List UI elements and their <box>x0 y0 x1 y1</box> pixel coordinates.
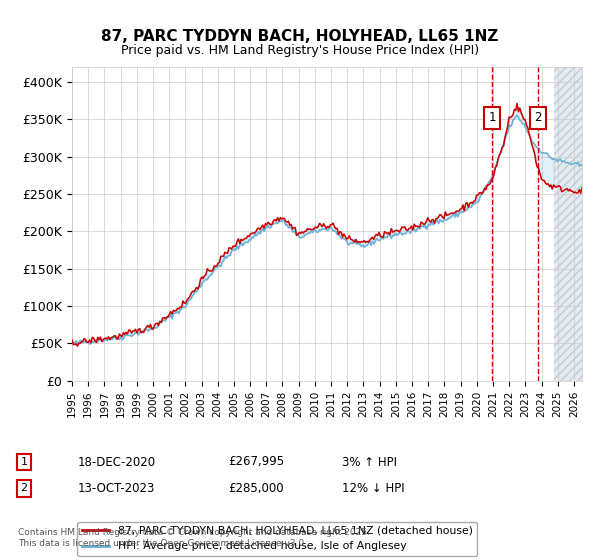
Legend: 87, PARC TYDDYN BACH, HOLYHEAD, LL65 1NZ (detached house), HPI: Average price, d: 87, PARC TYDDYN BACH, HOLYHEAD, LL65 1NZ… <box>77 521 477 556</box>
Bar <box>554 67 582 381</box>
Text: Contains HM Land Registry data © Crown copyright and database right 2025.
This d: Contains HM Land Registry data © Crown c… <box>18 528 370 548</box>
Text: 2: 2 <box>20 483 28 493</box>
Text: 18-DEC-2020: 18-DEC-2020 <box>78 455 156 469</box>
Text: 1: 1 <box>488 111 496 124</box>
Text: £285,000: £285,000 <box>228 482 284 495</box>
Text: Price paid vs. HM Land Registry's House Price Index (HPI): Price paid vs. HM Land Registry's House … <box>121 44 479 57</box>
Text: 2: 2 <box>535 111 542 124</box>
Text: 1: 1 <box>20 457 28 467</box>
Text: 12% ↓ HPI: 12% ↓ HPI <box>342 482 404 495</box>
Text: £267,995: £267,995 <box>228 455 284 469</box>
Text: 87, PARC TYDDYN BACH, HOLYHEAD, LL65 1NZ: 87, PARC TYDDYN BACH, HOLYHEAD, LL65 1NZ <box>101 29 499 44</box>
Text: 13-OCT-2023: 13-OCT-2023 <box>78 482 155 495</box>
Bar <box>554 67 582 381</box>
Text: 3% ↑ HPI: 3% ↑ HPI <box>342 455 397 469</box>
